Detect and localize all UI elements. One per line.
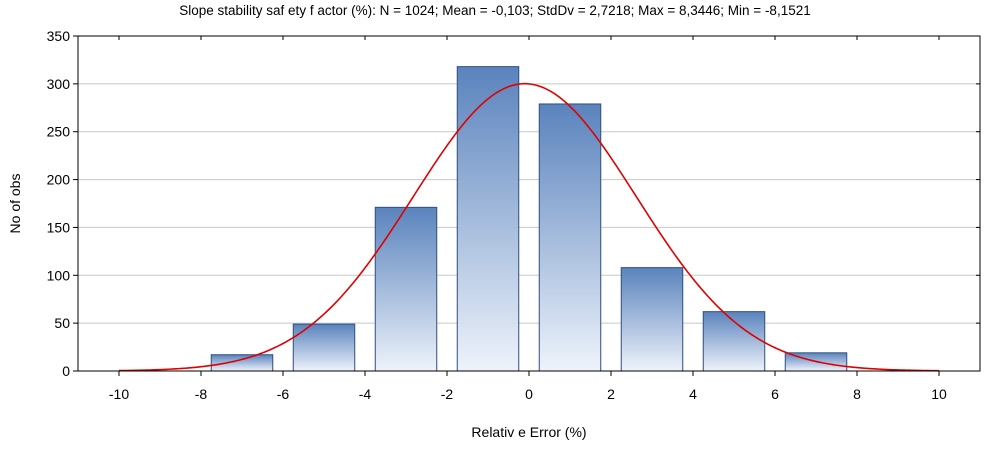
histogram-bar	[456, 66, 520, 372]
y-tick-label: 50	[54, 315, 70, 331]
normal-fit-curve-layer	[118, 82, 940, 372]
histogram-bar	[538, 103, 602, 372]
x-tick-label: 0	[525, 386, 533, 402]
y-tick-label: 350	[47, 28, 71, 44]
x-tick-label: 8	[853, 386, 861, 402]
normal-fit-curve	[118, 82, 940, 372]
x-tick-label: -8	[195, 386, 208, 402]
x-tick-label: 6	[771, 386, 779, 402]
x-tick-label: -2	[441, 386, 454, 402]
y-tick-label: 300	[47, 76, 71, 92]
x-tick-label: 2	[607, 386, 615, 402]
histogram-bar	[210, 354, 274, 372]
histogram-bar	[620, 267, 684, 372]
chart-title: Slope stability saf ety f actor (%): N =…	[179, 3, 810, 18]
plot-frame	[77, 35, 981, 372]
x-tick-label: -10	[109, 386, 129, 402]
x-tick-label: 4	[689, 386, 697, 402]
x-axis-title: Relativ e Error (%)	[471, 424, 586, 440]
bars	[210, 66, 848, 372]
y-tick-label: 150	[47, 219, 71, 235]
x-tick-label: -6	[277, 386, 290, 402]
y-tick-label: 100	[47, 267, 71, 283]
x-tick-label: 10	[931, 386, 947, 402]
x-tick-label: -4	[359, 386, 372, 402]
gridlines	[78, 83, 980, 324]
y-tick-label: 250	[47, 124, 71, 140]
y-axis-title: No of obs	[7, 174, 23, 234]
histogram-bar	[374, 206, 438, 372]
y-tick-label: 0	[62, 363, 70, 379]
y-tick-label: 200	[47, 172, 71, 188]
